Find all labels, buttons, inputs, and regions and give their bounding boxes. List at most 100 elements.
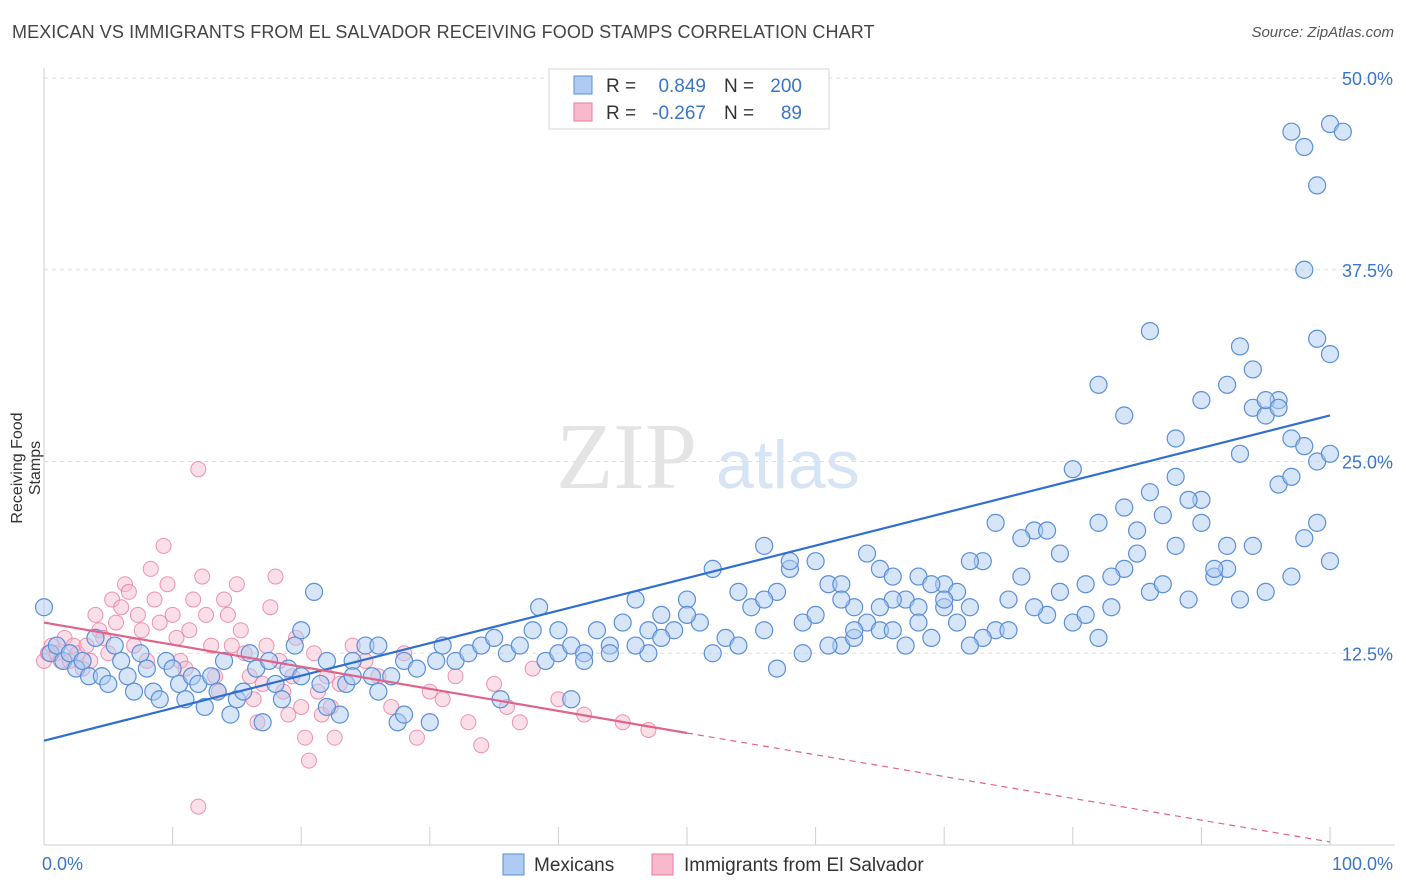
data-point-salvador xyxy=(129,606,146,623)
data-point-mexican xyxy=(195,697,214,717)
data-point-salvador xyxy=(460,714,477,731)
data-point-mexican xyxy=(922,575,941,594)
data-point-salvador xyxy=(280,706,297,723)
data-point-salvador xyxy=(146,591,163,608)
data-point-mexican xyxy=(1076,575,1095,594)
legend-n-value-1: 200 xyxy=(770,76,802,97)
data-point-mexican xyxy=(1308,329,1327,348)
data-point-mexican xyxy=(1127,544,1147,563)
y-tick-label: 50.0% xyxy=(1342,69,1393,89)
data-point-mexican xyxy=(1140,322,1160,341)
data-point-mexican xyxy=(73,651,92,671)
legend-n-label-1: N = xyxy=(724,76,754,97)
data-point-mexican xyxy=(1205,559,1224,578)
data-point-mexican xyxy=(909,598,928,617)
legend-n-label-2: N = xyxy=(724,103,754,124)
data-point-mexican xyxy=(369,682,388,701)
data-point-mexican xyxy=(369,636,388,655)
data-point-salvador xyxy=(219,606,236,623)
data-point-salvador xyxy=(297,729,314,746)
data-point-salvador xyxy=(113,599,130,616)
data-point-mexican xyxy=(999,621,1018,640)
data-point-mexican xyxy=(626,636,645,655)
data-point-salvador xyxy=(267,568,284,585)
data-point-mexican xyxy=(1320,552,1340,571)
legend-swatch-pink xyxy=(573,102,593,122)
data-point-mexican xyxy=(1308,513,1327,532)
data-point-mexican xyxy=(317,697,337,717)
data-point-mexican xyxy=(272,690,292,709)
data-point-mexican xyxy=(600,644,619,663)
data-point-mexican xyxy=(1089,513,1108,532)
data-point-salvador xyxy=(232,622,249,639)
data-point-mexican xyxy=(960,636,980,655)
legend-swatch-blue xyxy=(573,75,593,95)
data-point-mexican xyxy=(1140,483,1160,502)
data-point-salvador xyxy=(262,599,279,616)
data-point-mexican xyxy=(729,582,748,601)
mexican-points xyxy=(34,114,1352,732)
data-point-mexican xyxy=(767,659,787,678)
data-point-salvador xyxy=(486,675,503,692)
data-point-mexican xyxy=(137,659,156,678)
data-point-mexican xyxy=(806,552,825,571)
bottom-legend-label-salvador: Immigrants from El Salvador xyxy=(684,855,924,876)
bottom-legend-label-mexicans: Mexicans xyxy=(534,855,614,876)
data-point-mexican xyxy=(1050,582,1070,601)
data-point-mexican xyxy=(1089,628,1108,648)
data-point-mexican xyxy=(755,590,774,609)
data-point-mexican xyxy=(587,621,607,640)
data-point-mexican xyxy=(1166,429,1185,448)
data-point-salvador xyxy=(151,614,168,631)
data-point-mexican xyxy=(394,705,414,724)
data-point-salvador xyxy=(300,752,317,769)
data-point-salvador xyxy=(164,606,181,623)
data-point-mexican xyxy=(1050,544,1070,563)
legend-r-value-2: -0.267 xyxy=(652,103,706,124)
bottom-legend: Mexicans Immigrants from El Salvador xyxy=(502,853,924,876)
data-point-mexican xyxy=(427,651,446,671)
data-point-mexican xyxy=(1230,444,1250,463)
data-point-mexican xyxy=(549,621,568,640)
data-point-mexican xyxy=(883,567,902,586)
data-point-mexican xyxy=(806,605,825,625)
data-point-mexican xyxy=(1179,590,1198,609)
data-point-mexican xyxy=(845,621,864,640)
data-point-mexican xyxy=(613,613,632,632)
data-point-salvador xyxy=(434,691,451,708)
data-point-mexican xyxy=(1295,260,1314,279)
data-point-mexican xyxy=(562,690,581,709)
data-point-mexican xyxy=(1269,398,1288,417)
data-point-mexican xyxy=(793,644,812,663)
legend-r-label-2: R = xyxy=(606,103,636,124)
data-point-mexican xyxy=(1282,567,1301,586)
data-point-salvador xyxy=(185,591,202,608)
x-tick-label: 100.0% xyxy=(1332,854,1393,874)
data-point-mexican xyxy=(1192,513,1211,532)
data-point-mexican xyxy=(124,682,144,701)
data-point-mexican xyxy=(652,605,671,625)
data-point-mexican xyxy=(832,575,851,594)
data-point-mexican xyxy=(909,613,928,632)
data-point-mexican xyxy=(420,713,439,732)
data-point-salvador xyxy=(223,637,240,654)
data-point-mexican xyxy=(960,552,980,571)
data-point-mexican xyxy=(221,705,240,724)
watermark-zip: ZIP xyxy=(556,405,697,509)
data-point-mexican xyxy=(896,636,915,655)
data-point-salvador xyxy=(258,637,275,654)
data-point-mexican xyxy=(1320,345,1340,364)
data-point-mexican xyxy=(523,621,542,640)
data-point-mexican xyxy=(1218,536,1237,555)
data-point-salvador xyxy=(473,737,490,754)
data-point-salvador xyxy=(216,591,233,608)
data-point-mexican xyxy=(857,544,877,563)
data-point-mexican xyxy=(1308,176,1327,195)
y-tick-label: 37.5% xyxy=(1342,261,1393,281)
data-point-salvador xyxy=(228,576,245,593)
data-point-salvador xyxy=(133,622,150,639)
legend-r-value-1: 0.849 xyxy=(658,76,706,97)
data-point-mexican xyxy=(1115,406,1134,425)
data-point-mexican xyxy=(1243,536,1262,555)
data-point-mexican xyxy=(202,667,221,686)
